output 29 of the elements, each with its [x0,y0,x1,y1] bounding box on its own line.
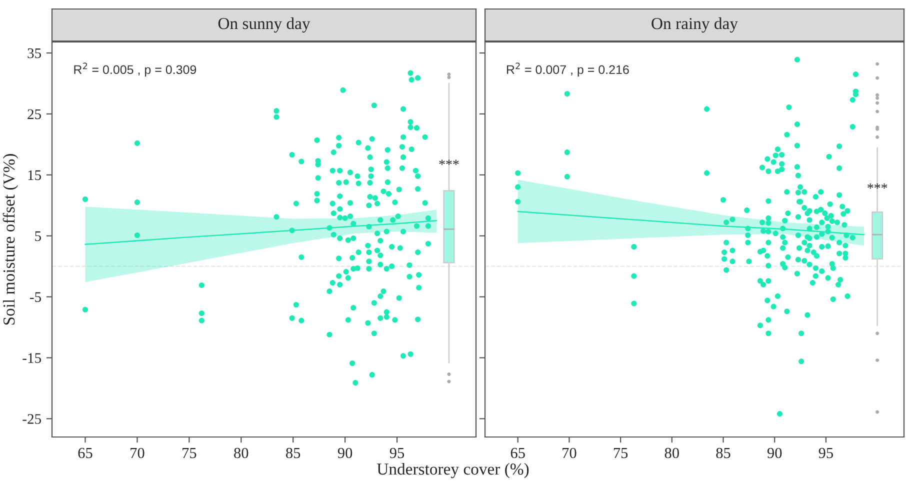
x-tick-label: 90 [338,448,352,458]
x-tick-label: 80 [234,448,248,458]
annotation: R$^{2}$ = 0.007 , p = 0.216 [506,62,629,77]
x-tick-label: 90 [767,448,782,458]
x-tick-label: 70 [130,448,144,458]
x-tick-label: 95 [390,448,404,458]
annotation: R$^{2}$ = 0.005 , p = 0.309 [74,62,196,77]
y-tick-label: 25 [28,109,42,120]
x-tick-label: 95 [818,448,833,458]
x-axis-title: Understorey cover (%) [376,462,529,478]
x-tick-label: 65 [510,448,525,458]
y-tick-label: -25 [22,414,42,424]
x-tick-label: 65 [78,448,92,458]
x-tick-label: 75 [614,448,628,458]
chart-title: On rainy day [652,17,738,33]
x-tick-label: 85 [286,448,300,458]
y-tick-label: 5 [35,231,42,242]
x-tick-label: 85 [716,448,730,458]
annotation: *** [439,160,459,165]
x-tick-label: 80 [664,448,679,458]
chart-title: On sunny day [218,17,310,33]
x-tick-label: 75 [182,448,196,458]
y-tick-label: -15 [22,353,42,363]
x-tick-label: 70 [562,448,576,458]
y-tick-label: -5 [30,292,42,302]
y-tick-label: 35 [28,48,42,58]
y-axis-title: Soil moisture offset (V%) [2,154,18,325]
annotation: *** [868,184,888,189]
y-tick-label: 15 [28,170,42,180]
